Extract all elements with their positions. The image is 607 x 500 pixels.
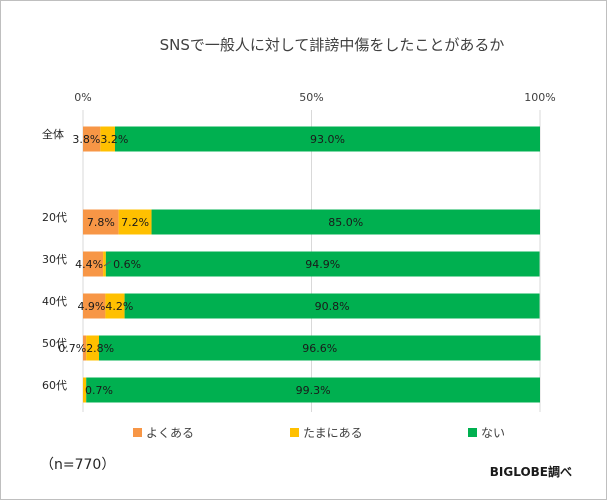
data-label: 85.0% xyxy=(328,216,363,229)
category-labels: 全体 20代 30代 40代 50代 60代 xyxy=(42,127,67,392)
bars xyxy=(83,126,541,403)
bar-segment xyxy=(83,126,101,152)
bar-segment xyxy=(86,377,540,403)
data-label: 4.2% xyxy=(105,300,133,313)
category-label: 30代 xyxy=(42,253,67,266)
data-label: 7.8% xyxy=(87,216,115,229)
bar-segment xyxy=(83,377,87,403)
legend-swatch xyxy=(290,428,299,437)
bar-segment xyxy=(124,293,540,319)
category-label: 50代 xyxy=(42,337,67,350)
x-axis-ticks: 0% 50% 100% xyxy=(74,91,555,104)
data-label: 4.4% xyxy=(75,258,103,271)
data-label: 0.7% xyxy=(58,342,86,355)
x-tick-label: 0% xyxy=(74,91,91,104)
category-label: 全体 xyxy=(42,127,64,141)
data-label: 3.8% xyxy=(72,133,100,146)
data-label: 4.9% xyxy=(77,300,105,313)
bar-segment xyxy=(118,209,152,235)
category-label: 20代 xyxy=(42,211,67,224)
bar-segment xyxy=(114,126,541,152)
data-label: 7.2% xyxy=(121,216,149,229)
sample-size-note: （n=770） xyxy=(40,457,115,473)
data-label: 93.0% xyxy=(310,133,345,146)
data-label: 2.8% xyxy=(86,342,114,355)
legend-label: ない xyxy=(481,426,505,440)
bar-segment xyxy=(105,251,540,277)
bar-segment xyxy=(103,251,106,277)
legend-swatch xyxy=(468,428,477,437)
data-label: 94.9% xyxy=(305,258,340,271)
bar-segment xyxy=(83,293,106,319)
bar-segment xyxy=(83,209,119,235)
bar-segment xyxy=(83,251,104,277)
legend-label: よくある xyxy=(146,426,194,440)
bar-segment xyxy=(98,335,541,361)
data-label: 0.6% xyxy=(113,258,141,271)
data-label: 90.8% xyxy=(315,300,350,313)
bar-segment xyxy=(83,335,87,361)
data-label: 0.7% xyxy=(85,384,113,397)
legend-label: たまにある xyxy=(303,426,363,440)
bar-segment xyxy=(105,293,125,319)
bar-segment xyxy=(151,209,541,235)
x-tick-label: 50% xyxy=(299,91,323,104)
data-label: 3.2% xyxy=(100,133,128,146)
data-labels: 3.8% 3.2% 93.0% 7.8% 7.2% 85.0% 4.4% 0.6% 94.9% 4… xyxy=(58,133,363,397)
legend: よくある たまにある ない xyxy=(133,426,505,440)
category-label: 60代 xyxy=(42,379,67,392)
legend-swatch xyxy=(133,428,142,437)
data-label: 96.6% xyxy=(302,342,337,355)
source-credit: BIGLOBE調べ xyxy=(490,464,572,479)
leader-line xyxy=(103,260,112,267)
x-tick-label: 100% xyxy=(524,91,555,104)
bar-segment xyxy=(86,335,99,361)
chart-title: SNSで一般人に対して誹謗中傷をしたことがあるか xyxy=(160,36,505,54)
bar-segment xyxy=(100,126,115,152)
category-label: 40代 xyxy=(42,295,67,308)
data-label: 99.3% xyxy=(296,384,331,397)
